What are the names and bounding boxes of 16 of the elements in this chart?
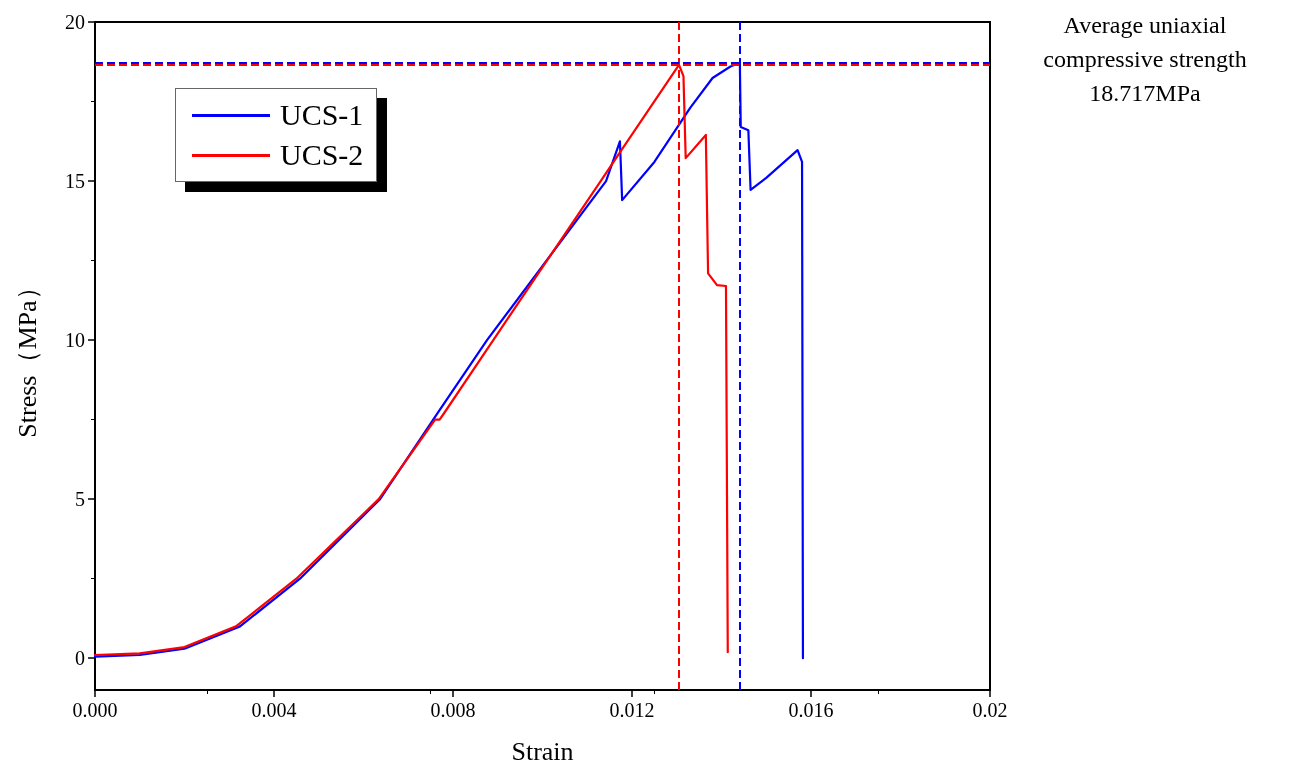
legend-label: UCS-2 bbox=[280, 138, 364, 172]
y-tick-label: 20 bbox=[65, 11, 85, 33]
x-tick-label: 0.016 bbox=[788, 699, 834, 721]
y-tick-label: 5 bbox=[75, 488, 85, 511]
y-axis-title: Stress（MPa） bbox=[12, 274, 42, 438]
x-tick-label: 0.004 bbox=[251, 699, 297, 721]
legend-label: UCS-1 bbox=[280, 98, 364, 132]
x-tick-label: 0.02 bbox=[972, 699, 1008, 721]
x-tick-label: 0.012 bbox=[609, 699, 655, 721]
y-tick-label: 10 bbox=[65, 329, 85, 352]
y-tick-label: 15 bbox=[65, 170, 85, 193]
x-tick-label: 0.000 bbox=[72, 699, 118, 721]
text: Average uniaxial compressive strength 18.717MPa bbox=[1042, 11, 1248, 108]
x-tick-label: 0.008 bbox=[430, 699, 476, 721]
y-tick-label: 0 bbox=[75, 647, 85, 670]
x-axis-title: Strain bbox=[511, 736, 574, 766]
